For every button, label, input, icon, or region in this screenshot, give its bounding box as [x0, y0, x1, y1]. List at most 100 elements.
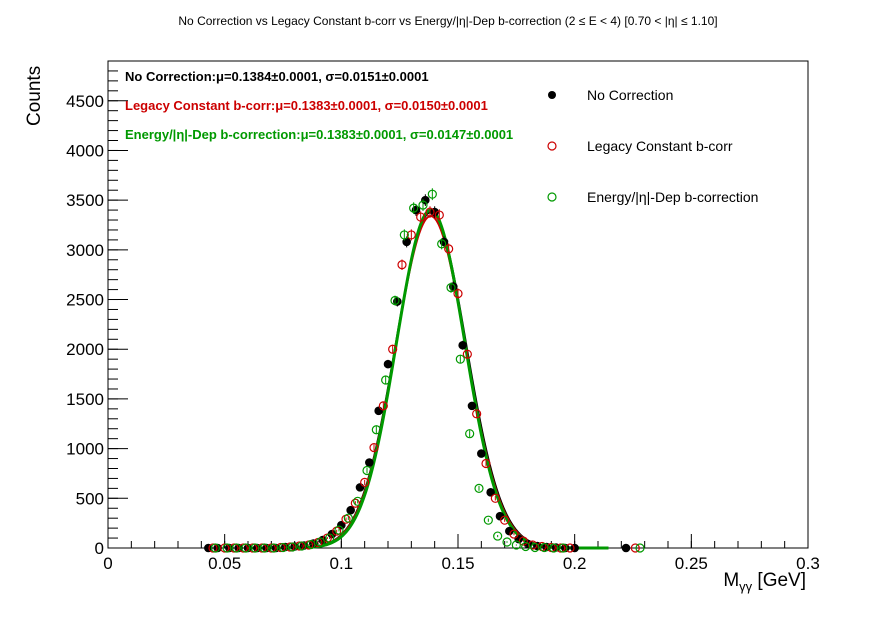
- data-point-1: [388, 344, 398, 354]
- y-tick-label: 3000: [66, 241, 104, 260]
- data-point-0: [365, 458, 374, 467]
- data-point-2: [409, 203, 419, 213]
- data-point-2: [325, 533, 335, 543]
- fit-curve-1: [248, 215, 609, 549]
- data-point-2: [511, 540, 521, 550]
- data-point-0: [346, 505, 355, 515]
- x-tick-label: 0: [103, 554, 112, 573]
- fit-annotations: No Correction:μ=0.1384±0.0001, σ=0.0151±…: [125, 69, 513, 142]
- data-point-1: [406, 230, 416, 240]
- data-point-0: [505, 526, 514, 536]
- data-point-2: [549, 543, 559, 553]
- fit-annotation-0: No Correction:μ=0.1384±0.0001, σ=0.0151±…: [125, 69, 429, 84]
- data-point-2: [483, 515, 493, 525]
- fit-annotation-label: Energy/|η|-Dep b-correction:: [125, 127, 301, 142]
- data-point-1: [220, 543, 230, 553]
- data-point-1: [630, 543, 640, 553]
- data-point-2: [635, 543, 645, 553]
- data-point-1: [509, 529, 519, 539]
- data-point-1: [565, 543, 575, 553]
- data-point-2: [250, 543, 260, 553]
- fit-annotation-values: μ=0.1383±0.0001, σ=0.0150±0.0001: [275, 98, 488, 113]
- y-tick-label: 1000: [66, 440, 104, 459]
- fit-curve-2: [248, 208, 609, 550]
- data-point-1: [416, 212, 426, 222]
- data-point-2: [278, 542, 288, 553]
- legend-entry-label: Legacy Constant b-corr: [587, 138, 733, 154]
- data-point-0: [374, 406, 383, 416]
- x-axis-label-main: M: [723, 570, 739, 591]
- data-point-1: [462, 349, 472, 359]
- data-point-2: [353, 496, 363, 506]
- y-axis-label: Counts: [24, 66, 45, 126]
- data-point-2: [306, 539, 316, 550]
- data-point-1: [481, 458, 491, 469]
- x-tick-label: 0.25: [675, 554, 708, 573]
- data-point-2: [343, 513, 353, 523]
- data-point-0: [458, 340, 467, 350]
- legend-entry-label: Energy/|η|-Dep b-correction: [587, 189, 758, 205]
- data-point-1: [350, 498, 360, 508]
- chart-title: No Correction vs Legacy Constant b-corr …: [178, 14, 717, 28]
- data-point-1: [425, 207, 435, 217]
- data-point-0: [486, 488, 495, 497]
- data-point-1: [378, 401, 388, 411]
- data-point-1: [518, 536, 528, 546]
- data-point-1: [294, 541, 304, 551]
- data-point-2: [269, 543, 279, 553]
- y-tick-label: 500: [76, 489, 104, 508]
- data-point-1: [266, 543, 276, 553]
- data-point-1: [528, 540, 538, 550]
- x-axis-label: Mγγ [GeV]: [723, 570, 806, 594]
- x-tick-label: 0.2: [563, 554, 587, 573]
- data-point-2: [530, 542, 540, 553]
- x-axis-label-unit: [GeV]: [752, 570, 806, 591]
- data-point-2: [558, 543, 568, 553]
- data-point-0: [430, 207, 439, 217]
- data-point-2: [465, 429, 475, 439]
- x-tick-label: 0.15: [441, 554, 474, 573]
- fit-annotation-label: No Correction:: [125, 69, 216, 84]
- data-point-2: [381, 375, 391, 385]
- y-tick-label: 1500: [66, 390, 104, 409]
- data-point-0: [383, 359, 393, 369]
- data-point-2: [521, 541, 531, 552]
- x-tick-label: 0.05: [208, 554, 241, 573]
- x-tick-label: 0.1: [330, 554, 354, 573]
- data-point-2: [222, 543, 232, 553]
- data-point-1: [472, 409, 482, 419]
- data-point-1: [444, 244, 454, 254]
- data-point-2: [390, 295, 400, 306]
- data-point-2: [259, 543, 269, 553]
- y-tick-label: 4000: [66, 141, 104, 160]
- data-point-2: [297, 541, 307, 551]
- fit-curves: [248, 208, 609, 550]
- fit-annotation-values: μ=0.1384±0.0001, σ=0.0151±0.0001: [216, 69, 429, 84]
- data-point-2: [437, 239, 447, 249]
- data-point-1: [285, 542, 295, 552]
- legend-marker: [547, 192, 557, 202]
- data-point-0: [570, 543, 579, 553]
- x-axis-label-sub: γγ: [739, 579, 753, 594]
- data-point-2: [399, 230, 409, 240]
- data-point-2: [493, 531, 503, 541]
- y-tick-label: 3500: [66, 191, 104, 210]
- data-point-1: [248, 543, 258, 553]
- data-point-1: [238, 543, 248, 553]
- y-tick-label: 2000: [66, 340, 104, 359]
- data-point-2: [371, 425, 381, 435]
- legend-entry-label: No Correction: [587, 87, 673, 103]
- fit-annotation-2: Energy/|η|-Dep b-correction:μ=0.1383±0.0…: [125, 127, 513, 142]
- data-point-0: [337, 520, 346, 530]
- data-point-2: [210, 543, 220, 553]
- data-point-2: [455, 354, 465, 364]
- data-point-2: [315, 537, 325, 547]
- y-tick-label: 2500: [66, 291, 104, 310]
- y-tick-label: 4500: [66, 92, 104, 111]
- legend-marker: [548, 91, 556, 99]
- data-point-1: [322, 533, 332, 543]
- data-point-2: [362, 465, 372, 476]
- data-point-1: [490, 493, 500, 503]
- data-point-1: [208, 543, 218, 553]
